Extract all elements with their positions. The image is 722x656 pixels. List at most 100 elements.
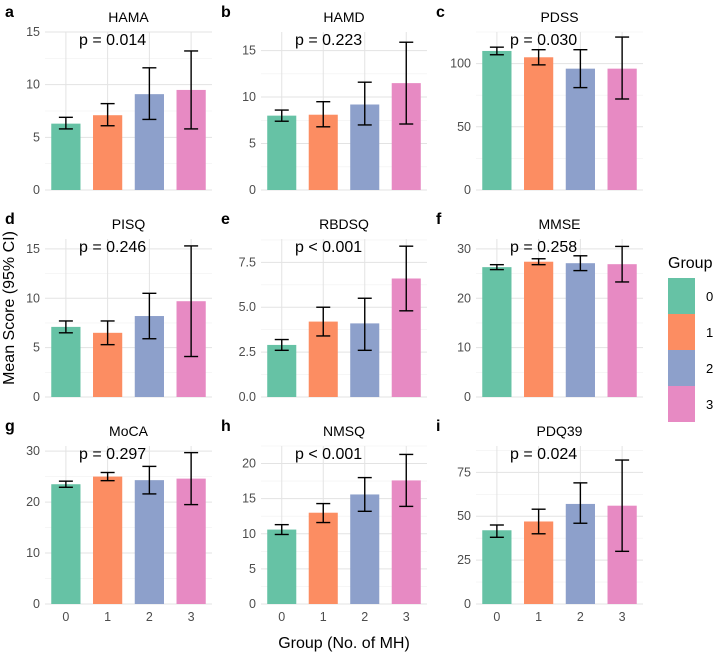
bar-group-0 [267,116,296,190]
y-tick-label: 20 [242,457,256,471]
y-tick-label: 0 [33,183,40,197]
panel-letter: a [5,4,14,21]
y-tick-label: 0.0 [239,390,256,404]
y-tick-label: 0 [464,183,471,197]
y-tick-label: 20 [26,495,40,509]
panel-letter: i [436,418,440,435]
y-tick-label: 5 [33,341,40,355]
bar-group-0 [51,484,80,604]
bar-group-0 [267,530,296,604]
panel-letter: h [221,418,231,435]
p-value-annotation: p = 0.246 [79,239,146,256]
panel-letter: c [436,4,445,21]
y-tick-label: 20 [457,291,471,305]
panel-letter: e [221,211,230,228]
legend-label: 2 [706,361,713,376]
x-tick-label: 2 [146,610,153,624]
panel-letter: f [436,211,442,228]
y-tick-label: 10 [26,78,40,92]
y-tick-label: 10 [242,90,256,104]
y-tick-label: 100 [450,57,471,71]
panel-letter: d [5,211,15,228]
y-tick-label: 15 [242,44,256,58]
panel-title: HAMD [323,9,364,25]
y-tick-label: 30 [26,444,40,458]
y-tick-label: 10 [457,341,471,355]
y-tick-label: 0 [33,390,40,404]
y-tick-label: 5 [249,562,256,576]
panel-title: MoCA [109,423,149,439]
x-tick-label: 3 [619,610,626,624]
p-value-annotation: p = 0.024 [510,446,577,463]
p-value-annotation: p < 0.001 [295,446,362,463]
y-tick-label: 50 [457,120,471,134]
legend-label: 3 [706,397,713,412]
p-value-annotation: p = 0.258 [510,239,577,256]
y-tick-label: 10 [242,527,256,541]
y-tick-label: 0 [464,390,471,404]
panel-title: NMSQ [323,423,365,439]
x-tick-label: 2 [577,610,584,624]
bar-group-1 [524,262,553,397]
bar-group-3 [608,264,637,397]
y-tick-label: 0 [249,597,256,611]
p-value-annotation: p < 0.001 [295,239,362,256]
panel-title: PDSS [540,9,578,25]
y-tick-label: 25 [457,553,471,567]
panel-title: PISQ [112,216,146,232]
y-tick-label: 15 [26,242,40,256]
y-tick-label: 10 [26,546,40,560]
panel-title: RBDSQ [319,216,369,232]
bar-group-0 [482,51,511,190]
p-value-annotation: p = 0.030 [510,32,577,49]
y-tick-label: 5.0 [239,300,256,314]
legend-label: 1 [706,325,713,340]
x-tick-label: 0 [493,610,500,624]
legend-key-2 [668,350,695,386]
bar-group-2 [135,480,164,604]
legend-key-3 [668,386,695,422]
y-tick-label: 7.5 [239,255,256,269]
y-tick-label: 75 [457,465,471,479]
panel-title: PDQ39 [537,423,583,439]
panel-title: MMSE [539,216,581,232]
bar-group-0 [482,530,511,604]
bar-group-0 [51,124,80,190]
bar-group-0 [482,267,511,397]
p-value-annotation: p = 0.014 [79,32,146,49]
y-tick-label: 15 [242,492,256,506]
bar-group-2 [566,263,595,397]
x-tick-label: 0 [278,610,285,624]
y-tick-label: 10 [26,291,40,305]
figure: 051015a HAMAp = 0.014051015b HAMDp = 0.223… [0,0,722,656]
y-tick-label: 0 [33,597,40,611]
x-tick-label: 2 [361,610,368,624]
bar-group-1 [309,513,338,604]
y-tick-label: 0 [464,597,471,611]
x-tick-label: 1 [535,610,542,624]
bar-group-1 [93,477,122,604]
bar-group-1 [524,57,553,190]
panel-letter: g [5,418,15,435]
y-tick-label: 5 [249,137,256,151]
legend-key-0 [668,278,695,314]
bar-group-0 [267,345,296,397]
x-tick-label: 1 [320,610,327,624]
x-tick-label: 3 [188,610,195,624]
y-tick-label: 2.5 [239,345,256,359]
panel-letter: b [221,4,231,21]
p-value-annotation: p = 0.297 [79,446,146,463]
x-tick-label: 0 [62,610,69,624]
y-tick-label: 15 [26,25,40,39]
legend-label: 0 [706,289,713,304]
y-tick-label: 50 [457,509,471,523]
x-axis-label: Group (No. of MH) [278,635,410,652]
y-tick-label: 5 [33,130,40,144]
panel-title: HAMA [108,9,149,25]
y-tick-label: 0 [249,183,256,197]
x-tick-label: 3 [403,610,410,624]
y-tick-label: 30 [457,242,471,256]
legend-key-1 [668,314,695,350]
y-axis-label: Mean Score (95% CI) [1,231,18,385]
p-value-annotation: p = 0.223 [295,32,362,49]
